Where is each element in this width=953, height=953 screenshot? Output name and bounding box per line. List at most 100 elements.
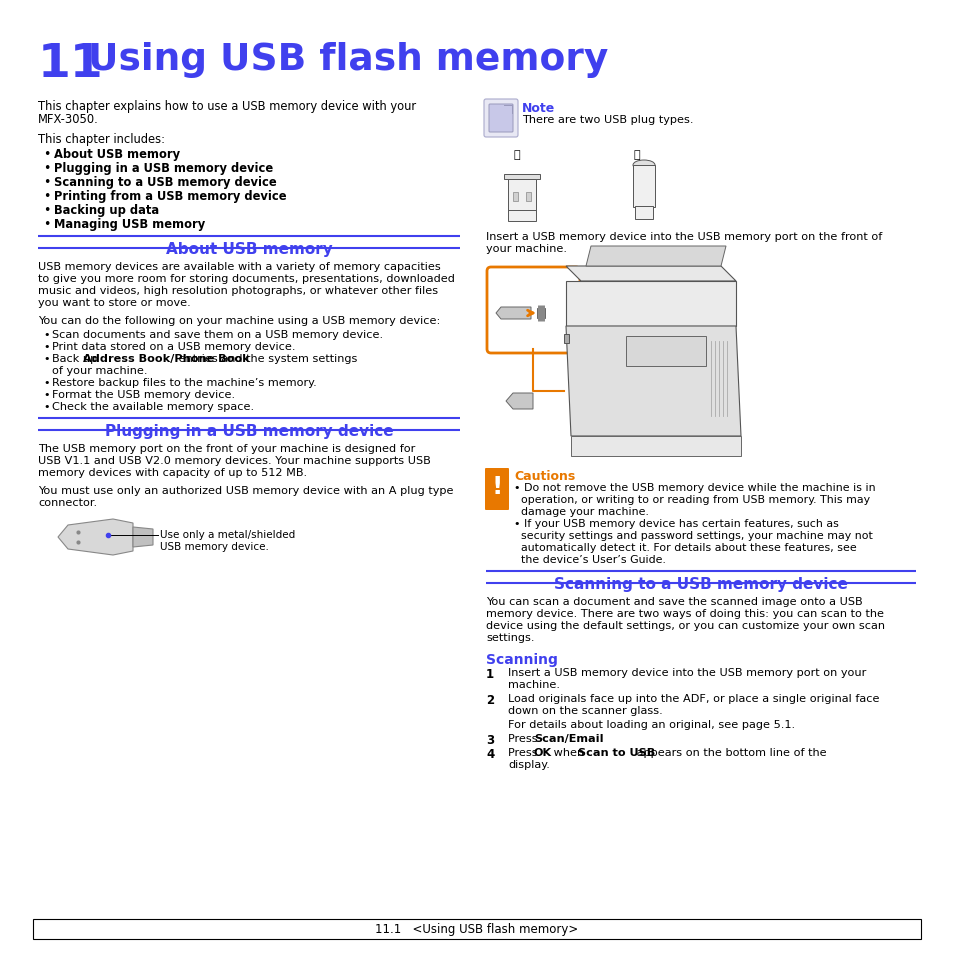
- Text: You can scan a document and save the scanned image onto a USB: You can scan a document and save the sca…: [485, 597, 862, 606]
- Text: Backing up data: Backing up data: [54, 204, 159, 216]
- Text: 2: 2: [485, 693, 494, 706]
- Bar: [635, 207, 652, 220]
- Bar: [563, 335, 568, 344]
- FancyBboxPatch shape: [483, 100, 517, 138]
- Bar: [33, 919, 920, 939]
- Text: This chapter includes:: This chapter includes:: [38, 132, 165, 146]
- Text: USB V1.1 and USB V2.0 memory devices. Your machine supports USB: USB V1.1 and USB V2.0 memory devices. Yo…: [38, 456, 431, 465]
- Polygon shape: [565, 267, 735, 282]
- Text: !: !: [492, 475, 503, 498]
- Text: •: •: [43, 162, 51, 174]
- Text: The USB memory port on the front of your machine is designed for: The USB memory port on the front of your…: [38, 443, 415, 454]
- Text: •: •: [43, 204, 51, 216]
- Polygon shape: [505, 394, 533, 410]
- Text: 4: 4: [485, 747, 494, 760]
- Text: Back up: Back up: [52, 354, 101, 364]
- Text: settings.: settings.: [485, 633, 534, 642]
- Text: You must use only an authorized USB memory device with an A plug type: You must use only an authorized USB memo…: [38, 485, 453, 496]
- Text: Format the USB memory device.: Format the USB memory device.: [52, 390, 234, 399]
- Text: About USB memory: About USB memory: [166, 242, 332, 256]
- Text: your machine.: your machine.: [485, 244, 566, 253]
- Text: Ⓐ: Ⓐ: [514, 150, 520, 160]
- Text: Managing USB memory: Managing USB memory: [54, 218, 205, 231]
- Text: •: •: [43, 175, 51, 189]
- Text: Ⓑ: Ⓑ: [634, 150, 640, 160]
- Text: display.: display.: [507, 760, 549, 769]
- Ellipse shape: [633, 161, 655, 171]
- Text: 1: 1: [485, 667, 494, 680]
- Text: Cautions: Cautions: [514, 470, 575, 482]
- Text: operation, or writing to or reading from USB memory. This may: operation, or writing to or reading from…: [514, 495, 869, 504]
- Text: • If your USB memory device has certain features, such as: • If your USB memory device has certain …: [514, 518, 838, 529]
- FancyBboxPatch shape: [489, 105, 513, 132]
- Bar: [507, 211, 536, 222]
- Text: appears on the bottom line of the: appears on the bottom line of the: [633, 747, 825, 758]
- Text: Restore backup files to the machine’s memory.: Restore backup files to the machine’s me…: [52, 377, 316, 388]
- Text: Scanning to a USB memory device: Scanning to a USB memory device: [54, 175, 276, 189]
- Text: Print data stored on a USB memory device.: Print data stored on a USB memory device…: [52, 341, 295, 352]
- Text: •: •: [43, 390, 50, 399]
- Text: music and videos, high resolution photographs, or whatever other files: music and videos, high resolution photog…: [38, 286, 437, 295]
- Text: Printing from a USB memory device: Printing from a USB memory device: [54, 190, 286, 203]
- Text: •: •: [43, 354, 50, 364]
- Bar: [633, 166, 655, 208]
- Text: •: •: [43, 401, 50, 412]
- Bar: [525, 193, 531, 202]
- Text: the device’s User’s Guide.: the device’s User’s Guide.: [514, 555, 665, 564]
- Text: Scanning: Scanning: [485, 652, 558, 666]
- Polygon shape: [496, 308, 531, 319]
- Text: 11: 11: [38, 42, 104, 87]
- Text: automatically detect it. For details about these features, see: automatically detect it. For details abo…: [514, 542, 856, 553]
- Text: OK: OK: [534, 747, 552, 758]
- Polygon shape: [585, 247, 725, 267]
- Text: memory device. There are two ways of doing this: you can scan to the: memory device. There are two ways of doi…: [485, 608, 883, 618]
- Text: damage your machine.: damage your machine.: [514, 506, 648, 517]
- Text: of your machine.: of your machine.: [52, 366, 148, 375]
- Text: Scan documents and save them on a USB memory device.: Scan documents and save them on a USB me…: [52, 330, 383, 339]
- Text: connector.: connector.: [38, 497, 97, 507]
- Text: For details about loading an original, see page 5.1.: For details about loading an original, s…: [507, 720, 794, 729]
- FancyBboxPatch shape: [484, 469, 509, 511]
- Text: There are two USB plug types.: There are two USB plug types.: [521, 115, 693, 125]
- Text: Insert a USB memory device into the USB memory port on the front of: Insert a USB memory device into the USB …: [485, 232, 882, 242]
- Text: Address Book/Phone Book: Address Book/Phone Book: [83, 354, 250, 364]
- Text: to give you more room for storing documents, presentations, downloaded: to give you more room for storing docume…: [38, 274, 455, 284]
- Text: down on the scanner glass.: down on the scanner glass.: [507, 705, 662, 716]
- Bar: [513, 193, 517, 202]
- Text: About USB memory: About USB memory: [54, 148, 180, 161]
- Polygon shape: [571, 436, 740, 456]
- Text: •: •: [43, 377, 50, 388]
- Text: •: •: [43, 190, 51, 203]
- Text: •: •: [43, 218, 51, 231]
- Text: entries and the system settings: entries and the system settings: [174, 354, 357, 364]
- Polygon shape: [58, 519, 132, 556]
- Text: machine.: machine.: [507, 679, 559, 689]
- Text: •: •: [43, 341, 50, 352]
- Text: 11.1   <Using USB flash memory>: 11.1 <Using USB flash memory>: [375, 923, 578, 936]
- Text: Using USB flash memory: Using USB flash memory: [88, 42, 608, 78]
- Text: MFX-3050.: MFX-3050.: [38, 112, 99, 126]
- Text: security settings and password settings, your machine may not: security settings and password settings,…: [514, 531, 872, 540]
- Text: • Do not remove the USB memory device while the machine is in: • Do not remove the USB memory device wh…: [514, 482, 875, 493]
- Text: 3: 3: [485, 733, 494, 746]
- Text: memory devices with capacity of up to 512 MB.: memory devices with capacity of up to 51…: [38, 468, 307, 477]
- Text: Load originals face up into the ADF, or place a single original face: Load originals face up into the ADF, or …: [507, 693, 879, 703]
- Text: Press: Press: [507, 747, 540, 758]
- Polygon shape: [565, 282, 735, 327]
- Text: .: .: [587, 733, 591, 743]
- Bar: [503, 174, 539, 180]
- Polygon shape: [565, 327, 740, 436]
- Text: Scan/Email: Scan/Email: [534, 733, 603, 743]
- Bar: [625, 336, 705, 367]
- Text: when: when: [550, 747, 587, 758]
- Text: USB memory device.: USB memory device.: [160, 541, 269, 552]
- Text: Press: Press: [507, 733, 540, 743]
- Text: •: •: [43, 148, 51, 161]
- Text: Use only a metal/shielded: Use only a metal/shielded: [160, 530, 294, 539]
- Polygon shape: [132, 527, 152, 547]
- Text: •: •: [43, 330, 50, 339]
- Text: Scan to USB: Scan to USB: [578, 747, 655, 758]
- Text: Scanning to a USB memory device: Scanning to a USB memory device: [554, 577, 847, 592]
- Text: you want to store or move.: you want to store or move.: [38, 297, 191, 308]
- Bar: [537, 309, 544, 318]
